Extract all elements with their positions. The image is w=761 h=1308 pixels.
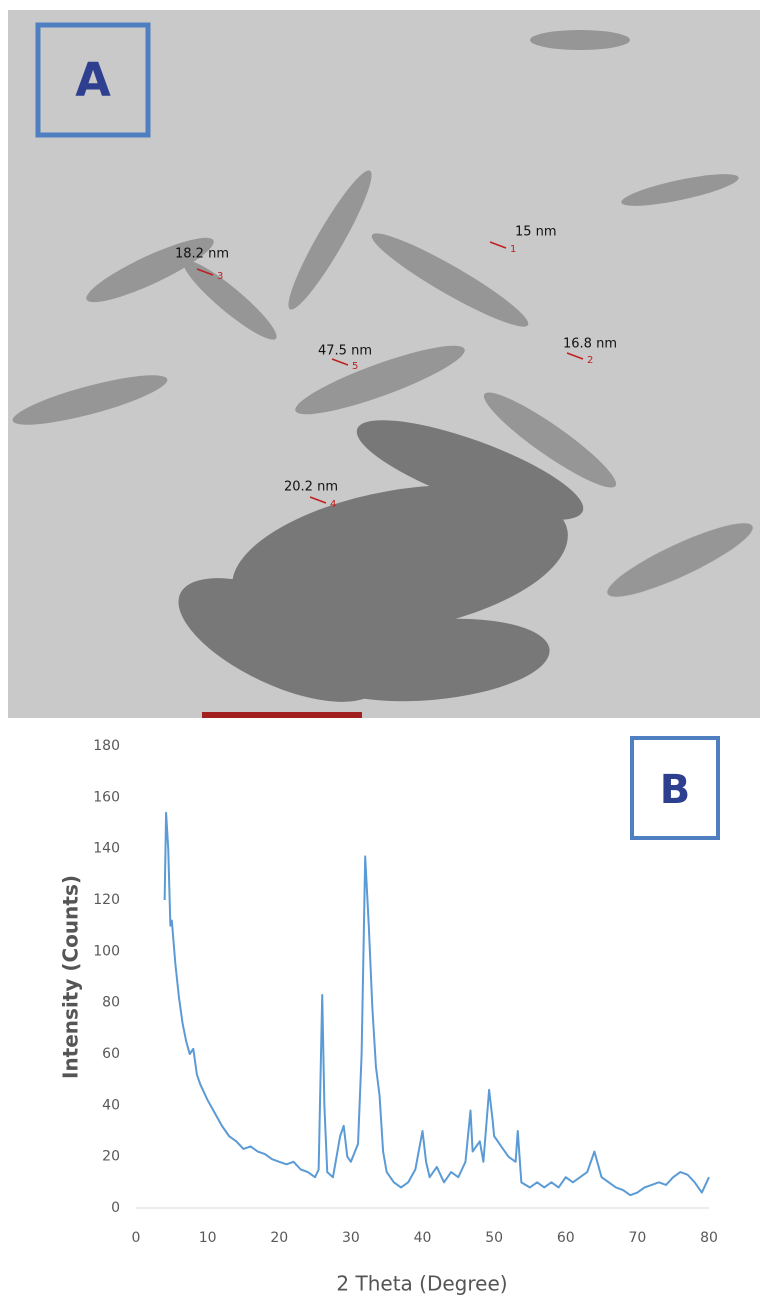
- annotation-marker: 3: [217, 271, 223, 282]
- y-tick-label: 0: [111, 1200, 120, 1216]
- xrd-line: [165, 813, 709, 1195]
- x-tick-label: 60: [557, 1230, 575, 1246]
- y-tick-label: 140: [93, 841, 120, 857]
- annotation-marker: 5: [352, 361, 358, 372]
- annotation-marker: 2: [587, 355, 593, 366]
- y-tick-label: 80: [102, 995, 120, 1011]
- annotation: 47.5 nm: [318, 344, 372, 359]
- y-tick-label: 40: [102, 1097, 120, 1113]
- annotation: 16.8 nm: [563, 337, 617, 352]
- x-tick-label: 40: [414, 1230, 432, 1246]
- y-tick-label: 100: [93, 943, 120, 959]
- panel-label: B: [660, 767, 691, 813]
- annotation-marker: 4: [330, 499, 336, 510]
- panel-label: A: [75, 53, 111, 107]
- y-tick-label: 20: [102, 1149, 120, 1165]
- x-tick-label: 0: [132, 1230, 141, 1246]
- x-tick-label: 80: [700, 1230, 718, 1246]
- annotation: 15 nm: [515, 225, 557, 240]
- y-tick-label: 160: [93, 789, 120, 805]
- annotation-marker: 1: [510, 244, 516, 255]
- annotation: 20.2 nm: [284, 480, 338, 495]
- x-tick-label: 20: [270, 1230, 288, 1246]
- x-tick-label: 10: [199, 1230, 217, 1246]
- x-tick-label: 50: [485, 1230, 503, 1246]
- y-axis-label: Intensity (Counts): [59, 875, 83, 1079]
- x-axis-label: 2 Theta (Degree): [336, 1272, 507, 1296]
- scale-bar: [202, 712, 362, 718]
- y-tick-label: 180: [93, 738, 120, 754]
- figure: A 15 nm 1 16.8 nm 2 18.2 nm 3 20.2 nm 4 47.5 nm 5…: [0, 0, 761, 1304]
- x-tick-label: 30: [342, 1230, 360, 1246]
- annotation: 18.2 nm: [175, 247, 229, 262]
- y-tick-label: 60: [102, 1046, 120, 1062]
- x-tick-label: 70: [628, 1230, 646, 1246]
- y-tick-label: 120: [93, 892, 120, 908]
